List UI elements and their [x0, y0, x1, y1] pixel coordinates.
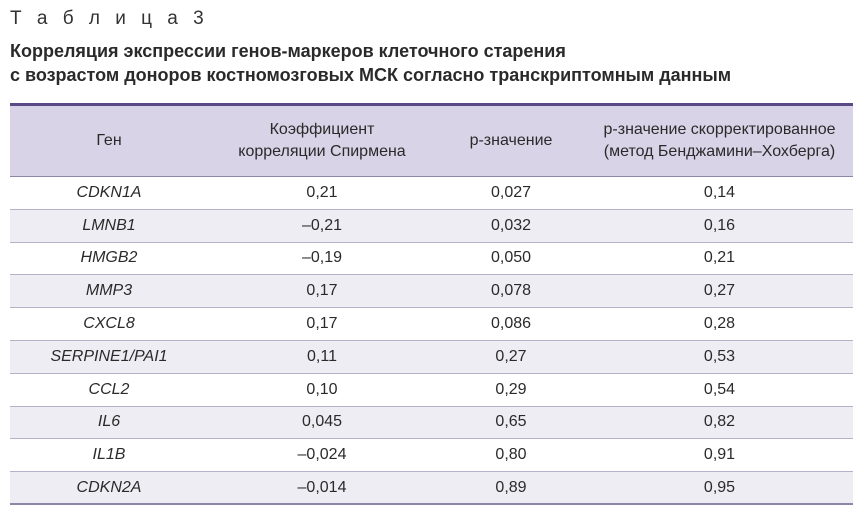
cell-p-adjusted: 0,14 — [703, 183, 736, 201]
cell-spearman: –0,19 — [301, 249, 343, 267]
cell-p-adjusted: 0,21 — [703, 249, 736, 267]
table-row: CDKN2A –0,014 0,89 0,95 — [10, 472, 853, 505]
cell-p-value: 0,086 — [490, 315, 532, 333]
header-p-adjusted: p-значение скорректированное (метод Бенд… — [586, 119, 853, 163]
cell-p-value: 0,050 — [490, 249, 532, 267]
header-spearman: Коэффициент корреляции Спирмена — [208, 119, 436, 163]
title-line-2: с возрастом доноров костномозговых МСК с… — [10, 65, 732, 85]
cell-p-adjusted: 0,95 — [703, 478, 736, 496]
cell-p-value: 0,078 — [490, 282, 532, 300]
cell-spearman: 0,10 — [306, 380, 338, 398]
cell-p-adjusted: 0,82 — [703, 413, 736, 431]
table-body: CDKN1A 0,21 0,027 0,14 LMNB1 –0,21 0,032… — [10, 177, 853, 505]
table-row: LMNB1 –0,21 0,032 0,16 — [10, 209, 853, 243]
table-row: IL1B –0,024 0,80 0,91 — [10, 439, 853, 473]
cell-p-value: 0,80 — [495, 446, 527, 464]
cell-p-adjusted: 0,91 — [703, 446, 736, 464]
table-row: IL6 0,045 0,65 0,82 — [10, 406, 853, 440]
cell-gene: IL1B — [92, 446, 126, 464]
table-top-rule — [10, 103, 853, 106]
correlation-table: Ген Коэффициент корреляции Спирмена p-зн… — [10, 103, 853, 505]
cell-spearman: –0,21 — [301, 216, 343, 234]
table-row: CCL2 0,10 0,29 0,54 — [10, 374, 853, 407]
cell-p-adjusted: 0,54 — [703, 380, 736, 398]
cell-gene: CDKN2A — [76, 478, 142, 496]
cell-gene: CXCL8 — [83, 315, 135, 333]
cell-gene: LMNB1 — [82, 216, 136, 234]
cell-spearman: 0,045 — [301, 413, 343, 431]
cell-spearman: –0,024 — [297, 446, 347, 464]
header-p-adjusted-line-2: (метод Бенджамини–Хохберга) — [603, 143, 836, 160]
cell-gene: CCL2 — [88, 380, 130, 398]
cell-spearman: 0,17 — [306, 315, 338, 333]
table-header-row: Ген Коэффициент корреляции Спирмена p-зн… — [10, 106, 853, 177]
cell-p-value: 0,27 — [495, 347, 527, 365]
cell-gene: HMGB2 — [80, 249, 138, 267]
header-p-adjusted-line-1: p-значение скорректированное — [603, 121, 836, 138]
cell-p-adjusted: 0,53 — [703, 347, 736, 365]
cell-p-value: 0,027 — [490, 183, 532, 201]
cell-p-value: 0,29 — [495, 380, 527, 398]
table-caption: Т а б л и ц а 3 — [10, 8, 209, 29]
table-row: SERPINE1/PAI1 0,11 0,27 0,53 — [10, 340, 853, 374]
cell-p-value: 0,65 — [495, 413, 527, 431]
cell-spearman: –0,014 — [297, 478, 347, 496]
cell-p-adjusted: 0,27 — [703, 282, 736, 300]
header-spearman-line-2: корреляции Спирмена — [238, 143, 406, 160]
cell-gene: SERPINE1/PAI1 — [50, 347, 168, 365]
table-row: CDKN1A 0,21 0,027 0,14 — [10, 177, 853, 210]
table-title: Корреляция экспрессии генов-маркеров кле… — [10, 39, 731, 87]
title-line-1: Корреляция экспрессии генов-маркеров кле… — [10, 41, 566, 61]
cell-gene: MMP3 — [85, 282, 133, 300]
header-p-value: p-значение — [469, 132, 553, 149]
cell-p-adjusted: 0,28 — [703, 315, 736, 333]
table-row: CXCL8 0,17 0,086 0,28 — [10, 308, 853, 341]
table-row: MMP3 0,17 0,078 0,27 — [10, 275, 853, 309]
cell-spearman: 0,21 — [306, 183, 338, 201]
cell-spearman: 0,11 — [307, 347, 337, 365]
cell-p-value: 0,032 — [490, 216, 532, 234]
cell-spearman: 0,17 — [306, 282, 338, 300]
cell-gene: CDKN1A — [76, 183, 142, 201]
cell-gene: IL6 — [97, 413, 121, 431]
header-spearman-line-1: Коэффициент — [269, 121, 375, 138]
header-gene: Ген — [96, 132, 122, 149]
cell-p-adjusted: 0,16 — [703, 216, 736, 234]
cell-p-value: 0,89 — [495, 478, 527, 496]
table-row: HMGB2 –0,19 0,050 0,21 — [10, 243, 853, 276]
